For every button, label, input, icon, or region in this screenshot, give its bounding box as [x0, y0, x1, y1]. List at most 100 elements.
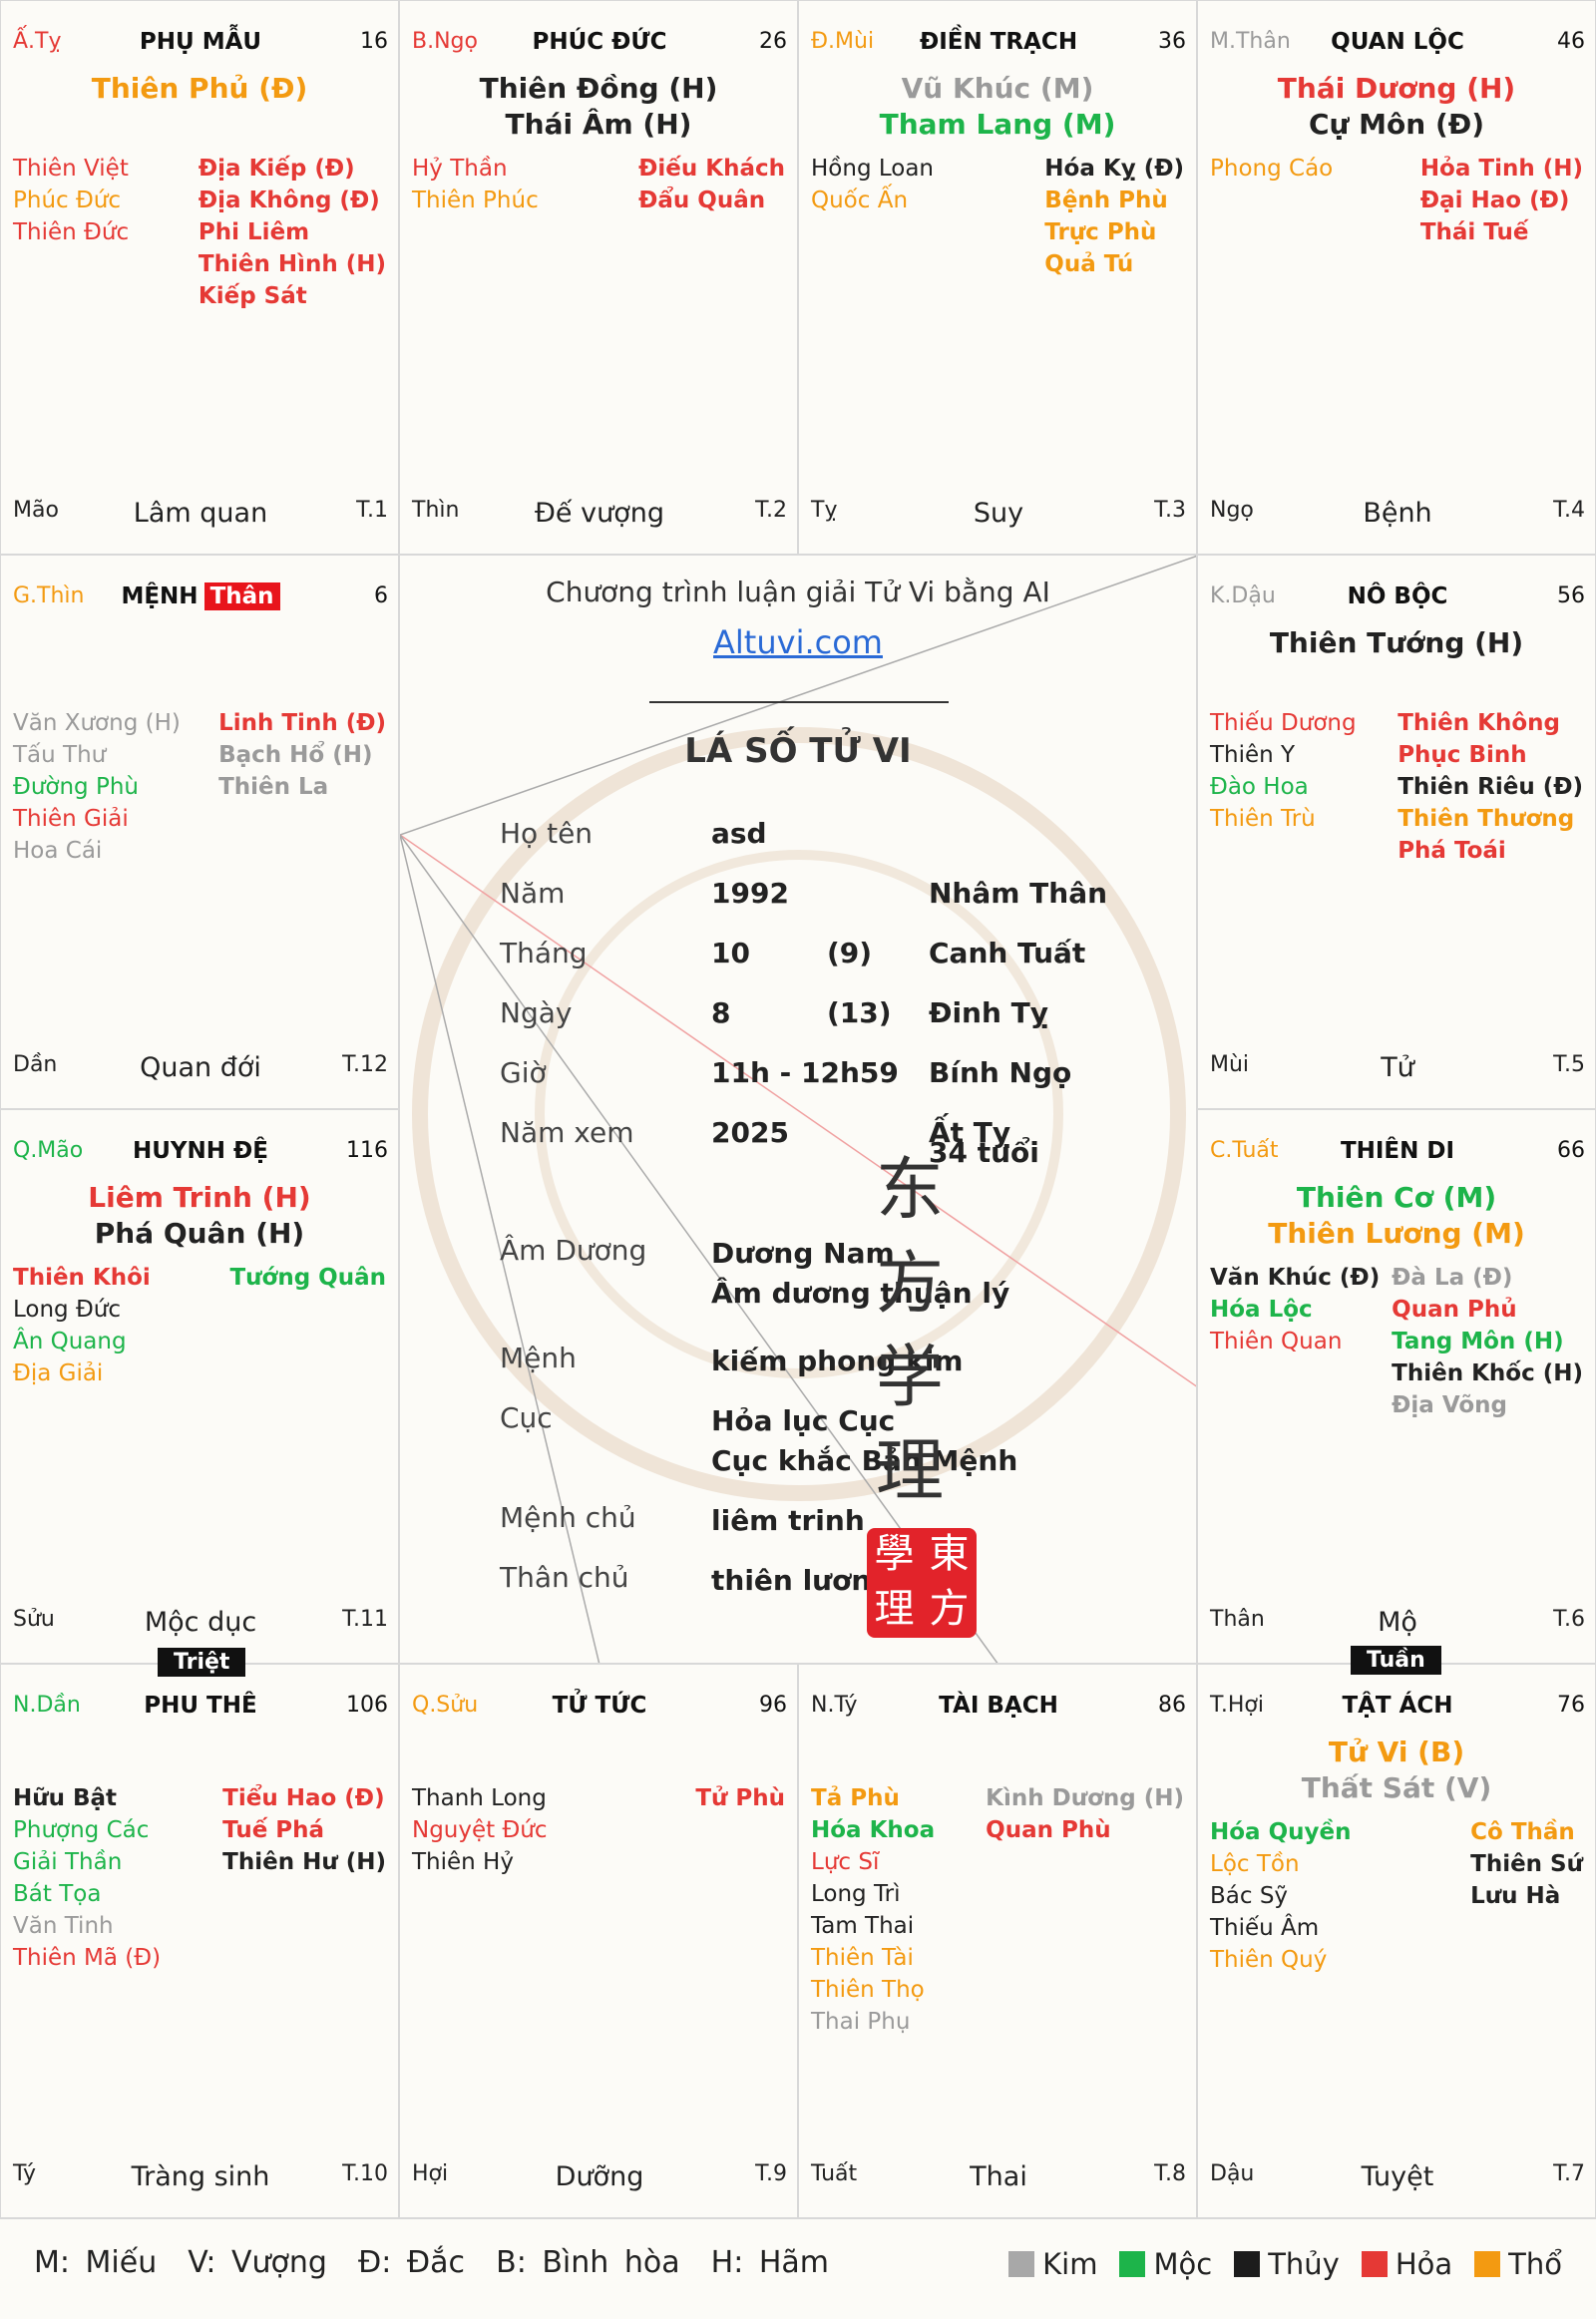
major-star[interactable]: Vũ Khúc (M)	[901, 72, 1094, 105]
minor-star[interactable]: Thiên Phúc	[412, 188, 539, 213]
minor-star[interactable]: Long Đức	[13, 1297, 122, 1323]
major-star[interactable]: Thiên Đồng (H)	[479, 72, 718, 105]
minor-star[interactable]: Thiếu Dương	[1210, 710, 1357, 736]
minor-star[interactable]: Thiên Mã (Đ)	[13, 1945, 162, 1971]
major-star[interactable]: Liêm Trinh (H)	[88, 1181, 311, 1214]
minor-star[interactable]: Thiên Khốc (H)	[1392, 1360, 1583, 1386]
minor-star[interactable]: Lực Sĩ	[811, 1849, 880, 1875]
minor-star[interactable]: Đẩu Quân	[638, 188, 766, 213]
palace-cell-phu-mau[interactable]: Ấ.Tỵ PHỤ MẪU 16 Thiên Phủ (Đ) Thiên Việt Phúc…	[0, 0, 399, 555]
minor-star[interactable]: Tang Môn (H)	[1392, 1329, 1564, 1354]
minor-star[interactable]: Địa Kiếp (Đ)	[198, 156, 355, 182]
palace-cell-menh[interactable]: G.Thìn MỆNH Thân 6 Văn Xương (H) Tấu Thư Đường…	[0, 555, 399, 1109]
minor-star[interactable]: Phong Cáo	[1210, 156, 1334, 182]
major-star[interactable]: Thiên Lương (M)	[1268, 1217, 1525, 1250]
major-star[interactable]: Tử Vi (B)	[1328, 1736, 1465, 1768]
minor-star[interactable]: Đào Hoa	[1210, 774, 1309, 800]
minor-star[interactable]: Hồng Loan	[811, 156, 935, 182]
minor-star[interactable]: Tiểu Hao (Đ)	[222, 1785, 385, 1811]
minor-star[interactable]: Trực Phù	[1044, 219, 1157, 245]
minor-star[interactable]: Hoa Cái	[13, 838, 103, 864]
minor-star[interactable]: Đại Hao (Đ)	[1419, 188, 1570, 213]
minor-star[interactable]: Tuế Phá	[222, 1817, 325, 1843]
palace-cell-thien-di[interactable]: C.Tuất THIÊN DI 66 Thiên Cơ (M) Thiên Lương …	[1197, 1109, 1596, 1664]
minor-star[interactable]: Quan Phù	[986, 1817, 1111, 1843]
minor-star[interactable]: Linh Tinh (Đ)	[218, 710, 386, 736]
major-star[interactable]: Tham Lang (M)	[879, 108, 1116, 141]
minor-star[interactable]: Thiên Thương	[1397, 806, 1575, 832]
minor-star[interactable]: Thiên Thọ	[811, 1977, 925, 2003]
palace-cell-tai-bach[interactable]: N.Tý TÀI BẠCH 86 Tả Phù Hóa Khoa Lực Sĩ Long T…	[798, 1664, 1197, 2218]
major-star[interactable]: Thiên Cơ (M)	[1296, 1181, 1497, 1214]
minor-star[interactable]: Thiếu Âm	[1210, 1915, 1320, 1941]
minor-star[interactable]: Thiên Tài	[811, 1945, 914, 1971]
major-star[interactable]: Thiên Tướng (H)	[1269, 626, 1524, 659]
minor-star[interactable]: Lưu Hà	[1470, 1883, 1561, 1909]
minor-star[interactable]: Bác Sỹ	[1210, 1883, 1289, 1909]
minor-star[interactable]: Giải Thần	[13, 1849, 123, 1875]
minor-star[interactable]: Cô Thần	[1470, 1819, 1575, 1845]
palace-cell-phuc-duc[interactable]: B.Ngọ PHÚC ĐỨC 26 Thiên Đồng (H) Thái Âm (H)…	[399, 0, 798, 555]
minor-star[interactable]: Tả Phù	[811, 1785, 900, 1811]
minor-star[interactable]: Kiếp Sát	[198, 283, 307, 309]
major-star[interactable]: Thái Dương (H)	[1277, 72, 1516, 105]
minor-star[interactable]: Thiên Đức	[13, 219, 130, 245]
palace-cell-tat-ach[interactable]: T.Hợi TẬT ÁCH 76 Tử Vi (B) Thất Sát (V) Hóa Q…	[1197, 1664, 1596, 2218]
minor-star[interactable]: Đường Phù	[13, 774, 139, 800]
palace-cell-no-boc[interactable]: K.Dậu NÔ BỘC 56 Thiên Tướng (H) Thiếu Dương T…	[1197, 555, 1596, 1109]
minor-star[interactable]: Thiên Hư (H)	[222, 1849, 386, 1875]
minor-star[interactable]: Địa Giải	[13, 1360, 104, 1386]
minor-star[interactable]: Phượng Các	[13, 1817, 150, 1843]
minor-star[interactable]: Phúc Đức	[13, 188, 122, 213]
minor-star[interactable]: Bạch Hổ (H)	[218, 742, 373, 768]
minor-star[interactable]: Quan Phủ	[1392, 1297, 1517, 1323]
minor-star[interactable]: Thiên Không	[1397, 710, 1560, 736]
minor-star[interactable]: Văn Khúc (Đ)	[1210, 1265, 1381, 1291]
minor-star[interactable]: Quốc Ấn	[811, 188, 909, 213]
minor-star[interactable]: Văn Tinh	[13, 1913, 114, 1939]
major-star[interactable]: Thiên Phủ (Đ)	[91, 72, 308, 105]
minor-star[interactable]: Thiên Sứ	[1470, 1851, 1583, 1877]
minor-star[interactable]: Tử Phù	[695, 1785, 785, 1811]
major-star[interactable]: Cự Môn (Đ)	[1308, 108, 1485, 141]
minor-star[interactable]: Thanh Long	[412, 1785, 547, 1811]
minor-star[interactable]: Hữu Bật	[13, 1785, 118, 1811]
minor-star[interactable]: Hỏa Tinh (H)	[1419, 156, 1583, 182]
minor-star[interactable]: Hóa Kỵ (Đ)	[1044, 156, 1184, 182]
minor-star[interactable]: Hỷ Thần	[412, 156, 508, 182]
minor-star[interactable]: Thiên Hỷ	[412, 1849, 514, 1875]
palace-cell-phu-the[interactable]: N.Dần PHU THÊ 106 Hữu Bật Phượng Các Giải Thầ…	[0, 1664, 399, 2218]
minor-star[interactable]: Quả Tú	[1044, 251, 1134, 277]
minor-star[interactable]: Bát Tọa	[13, 1881, 102, 1907]
minor-star[interactable]: Thiên Khôi	[13, 1265, 151, 1291]
minor-star[interactable]: Phá Toái	[1397, 838, 1506, 864]
palace-cell-tu-tuc[interactable]: Q.Sửu TỬ TỨC 96 Thanh Long Nguyệt Đức Thiên H…	[399, 1664, 798, 2218]
minor-star[interactable]: Hóa Khoa	[811, 1817, 936, 1843]
minor-star[interactable]: Thiên Trù	[1210, 806, 1316, 832]
minor-star[interactable]: Lộc Tồn	[1210, 1851, 1300, 1877]
site-link[interactable]: Altuvi.com	[713, 623, 883, 661]
minor-star[interactable]: Thiên Quan	[1210, 1329, 1343, 1354]
minor-star[interactable]: Tam Thai	[811, 1913, 915, 1939]
minor-star[interactable]: Thiên Việt	[13, 156, 129, 182]
minor-star[interactable]: Thai Phụ	[811, 2009, 911, 2035]
minor-star[interactable]: Đà La (Đ)	[1392, 1265, 1513, 1291]
major-star[interactable]: Thất Sát (V)	[1301, 1771, 1492, 1804]
minor-star[interactable]: Thiên Hình (H)	[198, 251, 386, 277]
minor-star[interactable]: Địa Võng	[1392, 1392, 1508, 1418]
minor-star[interactable]: Thiên Quý	[1210, 1947, 1328, 1973]
minor-star[interactable]: Kình Dương (H)	[986, 1785, 1184, 1811]
minor-star[interactable]: Thiên Riêu (Đ)	[1397, 774, 1583, 800]
minor-star[interactable]: Điếu Khách	[638, 156, 785, 182]
palace-cell-dien-trach[interactable]: Đ.Mùi ĐIỀN TRẠCH 36 Vũ Khúc (M) Tham Lang (M…	[798, 0, 1197, 555]
minor-star[interactable]: Địa Không (Đ)	[198, 188, 380, 213]
minor-star[interactable]: Thái Tuế	[1419, 219, 1529, 245]
major-star[interactable]: Phá Quân (H)	[94, 1217, 305, 1250]
minor-star[interactable]: Thiên Y	[1210, 742, 1296, 768]
palace-cell-quan-loc[interactable]: M.Thân QUAN LỘC 46 Thái Dương (H) Cự Môn (Đ)…	[1197, 0, 1596, 555]
minor-star[interactable]: Hóa Lộc	[1210, 1297, 1313, 1323]
minor-star[interactable]: Hóa Quyền	[1210, 1819, 1352, 1845]
minor-star[interactable]: Bệnh Phù	[1044, 188, 1168, 213]
major-star[interactable]: Thái Âm (H)	[505, 108, 692, 141]
minor-star[interactable]: Tấu Thư	[13, 742, 107, 768]
